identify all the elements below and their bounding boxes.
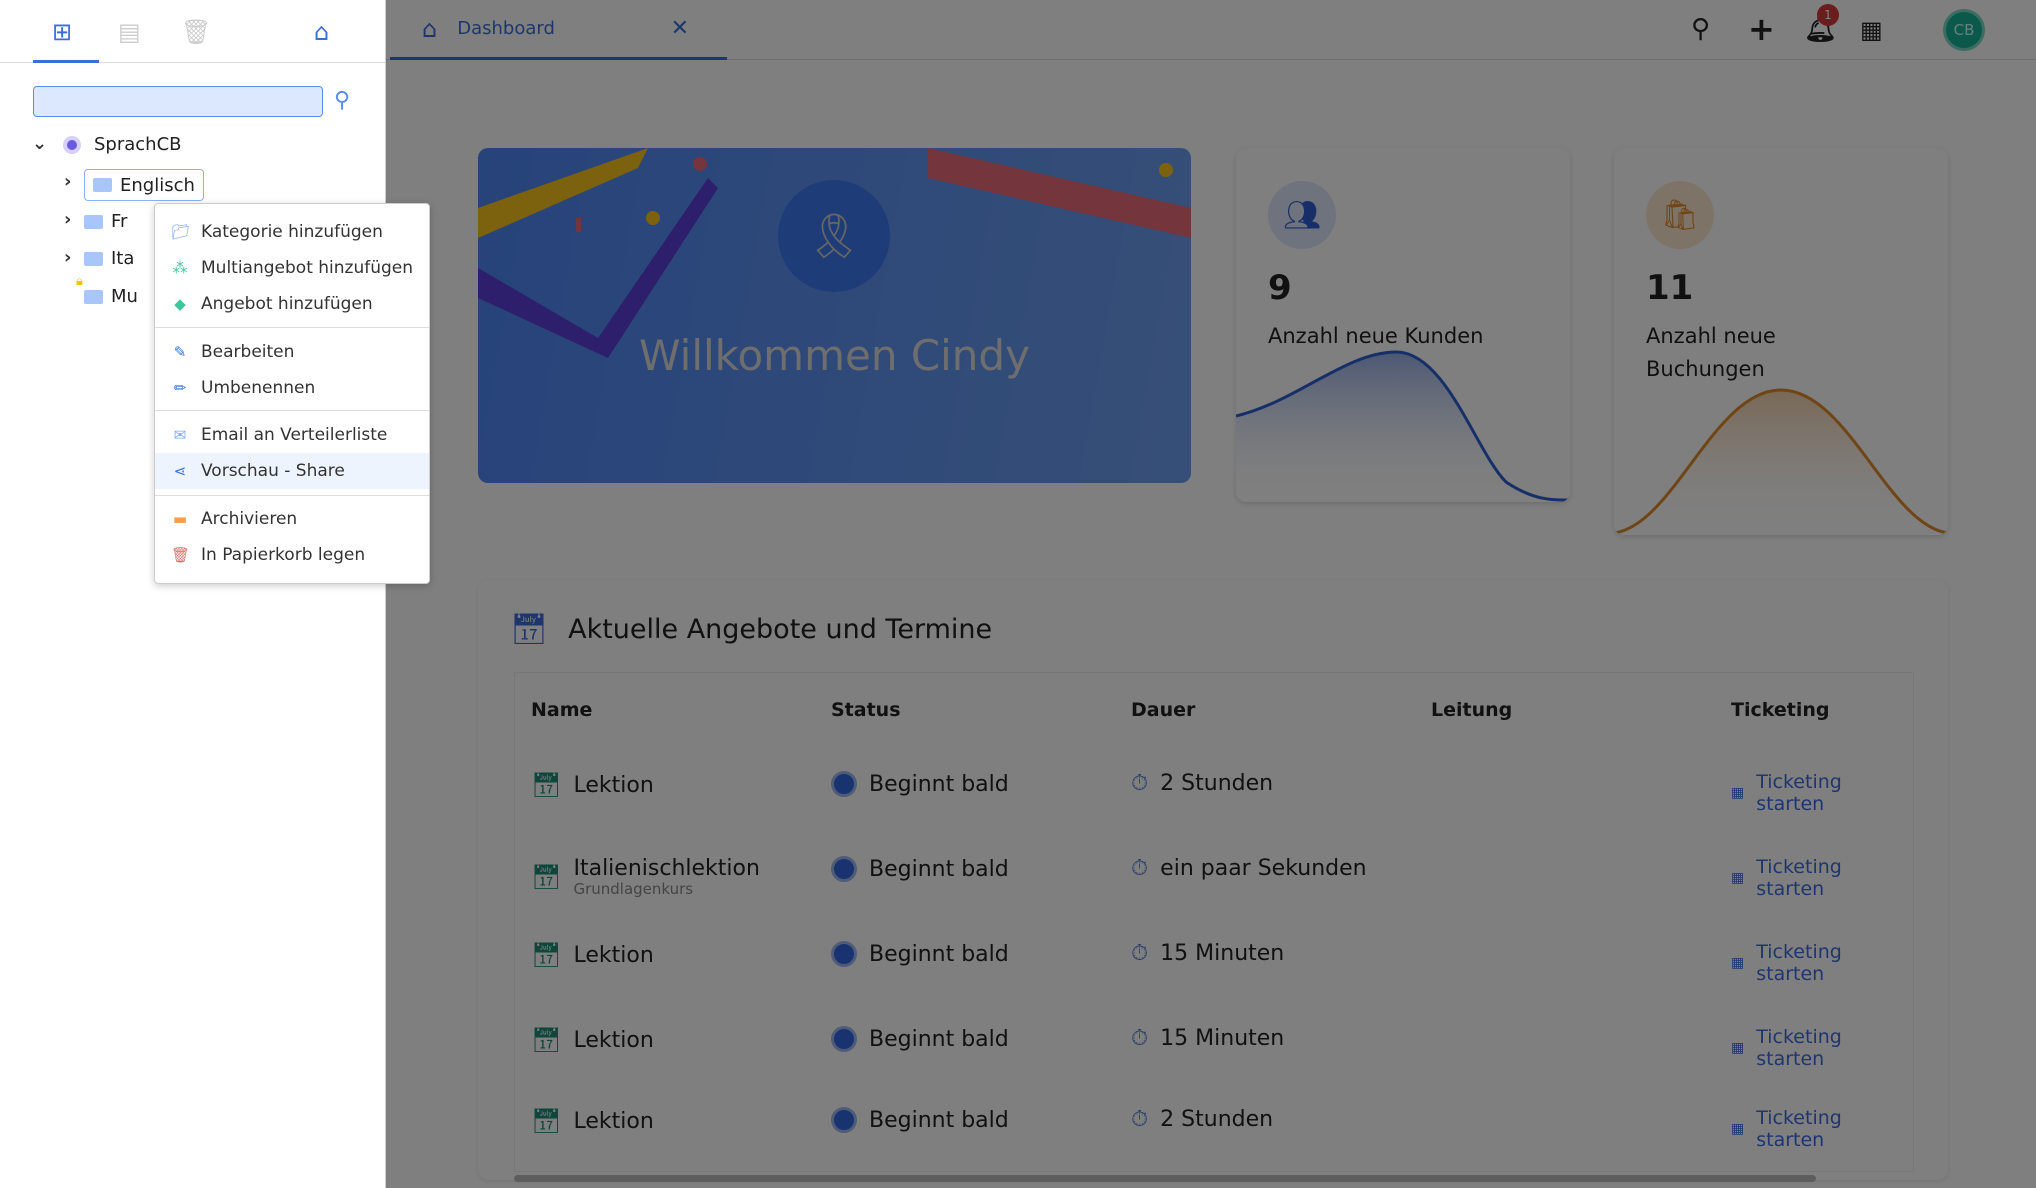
sidebar: ⊞ ▤ 🗑︎ ⌂ ⚲ ⌄ SprachCB › Englisch › Fr › … <box>0 0 430 1188</box>
archive-icon: ▬ <box>172 510 188 528</box>
menu-item[interactable]: ✉ Email an Verteilerliste <box>155 417 429 453</box>
menu-item-label: Archivieren <box>201 509 298 529</box>
main-area: ⌂ Dashboard ✕ ⚲ + 🔔︎ 1 ▦ CB 🎗︎ Willkomme… <box>386 0 2036 1188</box>
menu-item[interactable]: 🗑︎ In Papierkorb legen <box>155 537 429 573</box>
chevron-right-icon[interactable]: › <box>64 171 72 192</box>
chevron-right-icon[interactable]: › <box>64 209 72 230</box>
tree-label: Englisch <box>120 174 195 196</box>
share-icon: ⋖ <box>173 462 187 480</box>
menu-item-label: Multiangebot hinzufügen <box>201 258 414 278</box>
menu-item[interactable]: ✏︎ Umbenennen <box>155 370 429 406</box>
menu-divider <box>155 410 429 411</box>
folder-plus-icon: 📁︎ <box>171 223 191 241</box>
tree-item-englisch[interactable]: Englisch <box>84 169 204 201</box>
folder-icon <box>84 214 103 229</box>
cube-icon: ◆ <box>174 295 186 313</box>
menu-item-label: In Papierkorb legen <box>201 545 366 565</box>
context-menu: 📁︎ Kategorie hinzufügen ⁂ Multiangebot hinz… <box>154 203 430 584</box>
edit-icon: ✎ <box>173 343 187 361</box>
trash-icon[interactable]: 🗑︎ <box>181 18 212 46</box>
envelope-icon: ✉ <box>173 426 187 444</box>
chevron-right-icon[interactable]: › <box>64 247 72 268</box>
archive-icon[interactable]: ▤ <box>118 18 141 46</box>
tree-item[interactable]: Ita <box>84 248 134 269</box>
menu-item-label: Vorschau - Share <box>201 461 345 481</box>
menu-item-label: Umbenennen <box>201 378 316 398</box>
home-icon[interactable]: ⌂ <box>314 18 330 46</box>
tree-label: Ita <box>111 248 135 269</box>
menu-divider <box>155 327 429 328</box>
tree-root[interactable]: SprachCB <box>63 134 182 155</box>
menu-item[interactable]: ▬ Archivieren <box>155 501 429 537</box>
tree-search-input[interactable] <box>33 86 323 117</box>
cubes-icon: ⁂ <box>172 259 188 277</box>
folder-icon <box>93 178 112 192</box>
menu-item[interactable]: ◆ Angebot hinzufügen <box>155 286 429 322</box>
tree-icon[interactable]: ⊞ <box>52 18 73 46</box>
lock-icon: 🔒︎ <box>76 274 83 289</box>
folder-icon <box>84 251 103 266</box>
menu-item[interactable]: ⋖ Vorschau - Share <box>155 453 429 489</box>
radio-icon <box>63 135 81 154</box>
modal-overlay[interactable] <box>386 0 2036 1188</box>
tree-item[interactable]: Fr <box>84 211 127 232</box>
menu-item[interactable]: ✎ Bearbeiten <box>155 334 429 370</box>
folder-icon <box>84 289 103 304</box>
pencil-icon: ✏︎ <box>173 379 187 397</box>
search-icon[interactable]: ⚲ <box>334 88 351 113</box>
menu-item-label: Email an Verteilerliste <box>201 425 388 445</box>
menu-item-label: Kategorie hinzufügen <box>201 222 383 242</box>
menu-item[interactable]: ⁂ Multiangebot hinzufügen <box>155 250 429 286</box>
active-tab-indicator <box>33 60 99 63</box>
menu-item-label: Angebot hinzufügen <box>201 294 373 314</box>
tree-label: Fr <box>111 211 128 232</box>
menu-divider <box>155 495 429 496</box>
tree-label: Mu <box>111 286 138 307</box>
menu-item-label: Bearbeiten <box>201 342 295 362</box>
menu-item[interactable]: 📁︎ Kategorie hinzufügen <box>155 214 429 250</box>
tree-item[interactable]: Mu <box>84 286 138 307</box>
trash-icon: 🗑︎ <box>171 546 191 564</box>
chevron-down-icon[interactable]: ⌄ <box>32 133 48 154</box>
tree-label: SprachCB <box>94 134 182 155</box>
